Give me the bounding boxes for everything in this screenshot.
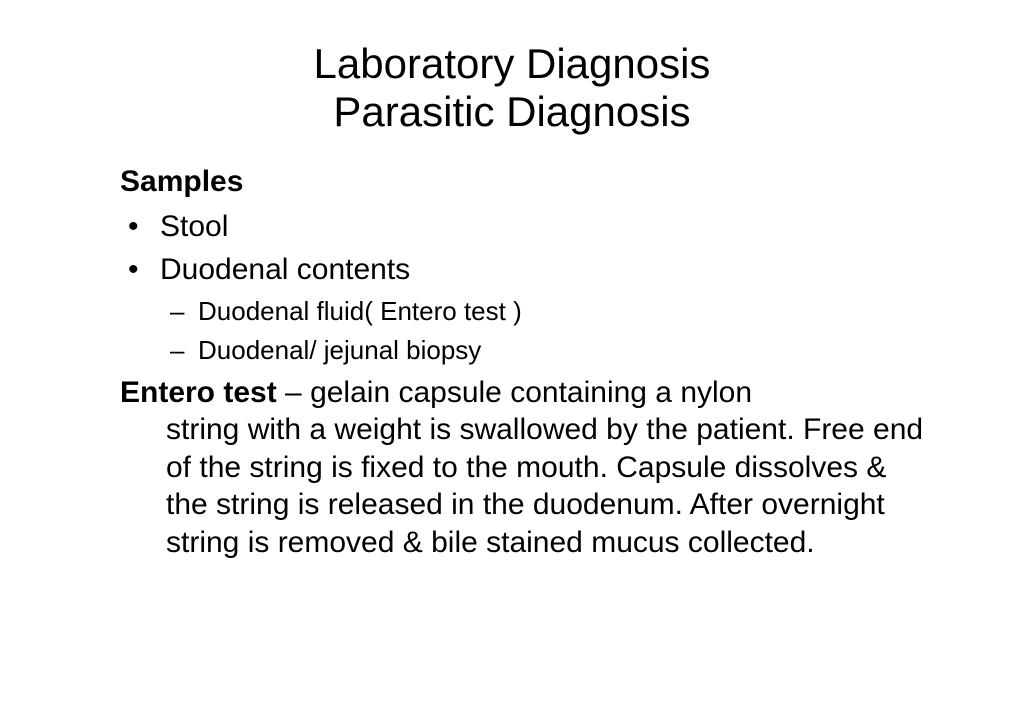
list-item: • Duodenal contents xyxy=(128,248,964,292)
entero-test-paragraph: Entero test – gelain capsule containing … xyxy=(120,374,964,562)
dash-icon: – xyxy=(170,292,198,331)
list-subitem-label: Duodenal fluid( Entero test ) xyxy=(198,292,522,331)
slide-content: Samples • Stool • Duodenal contents – Du… xyxy=(60,165,964,562)
entero-test-label: Entero test xyxy=(120,376,277,409)
list-item-label: Stool xyxy=(160,205,228,249)
slide-title-block: Laboratory Diagnosis Parasitic Diagnosis xyxy=(60,40,964,137)
bullet-icon: • xyxy=(128,205,160,249)
dash-icon: – xyxy=(170,331,198,370)
slide-title-line-1: Laboratory Diagnosis xyxy=(60,40,964,88)
slide: Laboratory Diagnosis Parasitic Diagnosis… xyxy=(0,0,1024,723)
entero-test-separator: – xyxy=(277,376,310,409)
list-subitem: – Duodenal/ jejunal biopsy xyxy=(170,331,964,370)
entero-test-text-rest: string with a weight is swallowed by the… xyxy=(120,411,924,561)
list-item: • Stool xyxy=(128,205,964,249)
section-heading-samples: Samples xyxy=(120,165,964,199)
list-subitem: – Duodenal fluid( Entero test ) xyxy=(170,292,964,331)
list-item-label: Duodenal contents xyxy=(160,248,410,292)
list-subitem-label: Duodenal/ jejunal biopsy xyxy=(198,331,481,370)
bullet-icon: • xyxy=(128,248,160,292)
entero-test-text-start: gelain capsule containing a nylon xyxy=(310,376,752,409)
slide-title-line-2: Parasitic Diagnosis xyxy=(60,88,964,136)
